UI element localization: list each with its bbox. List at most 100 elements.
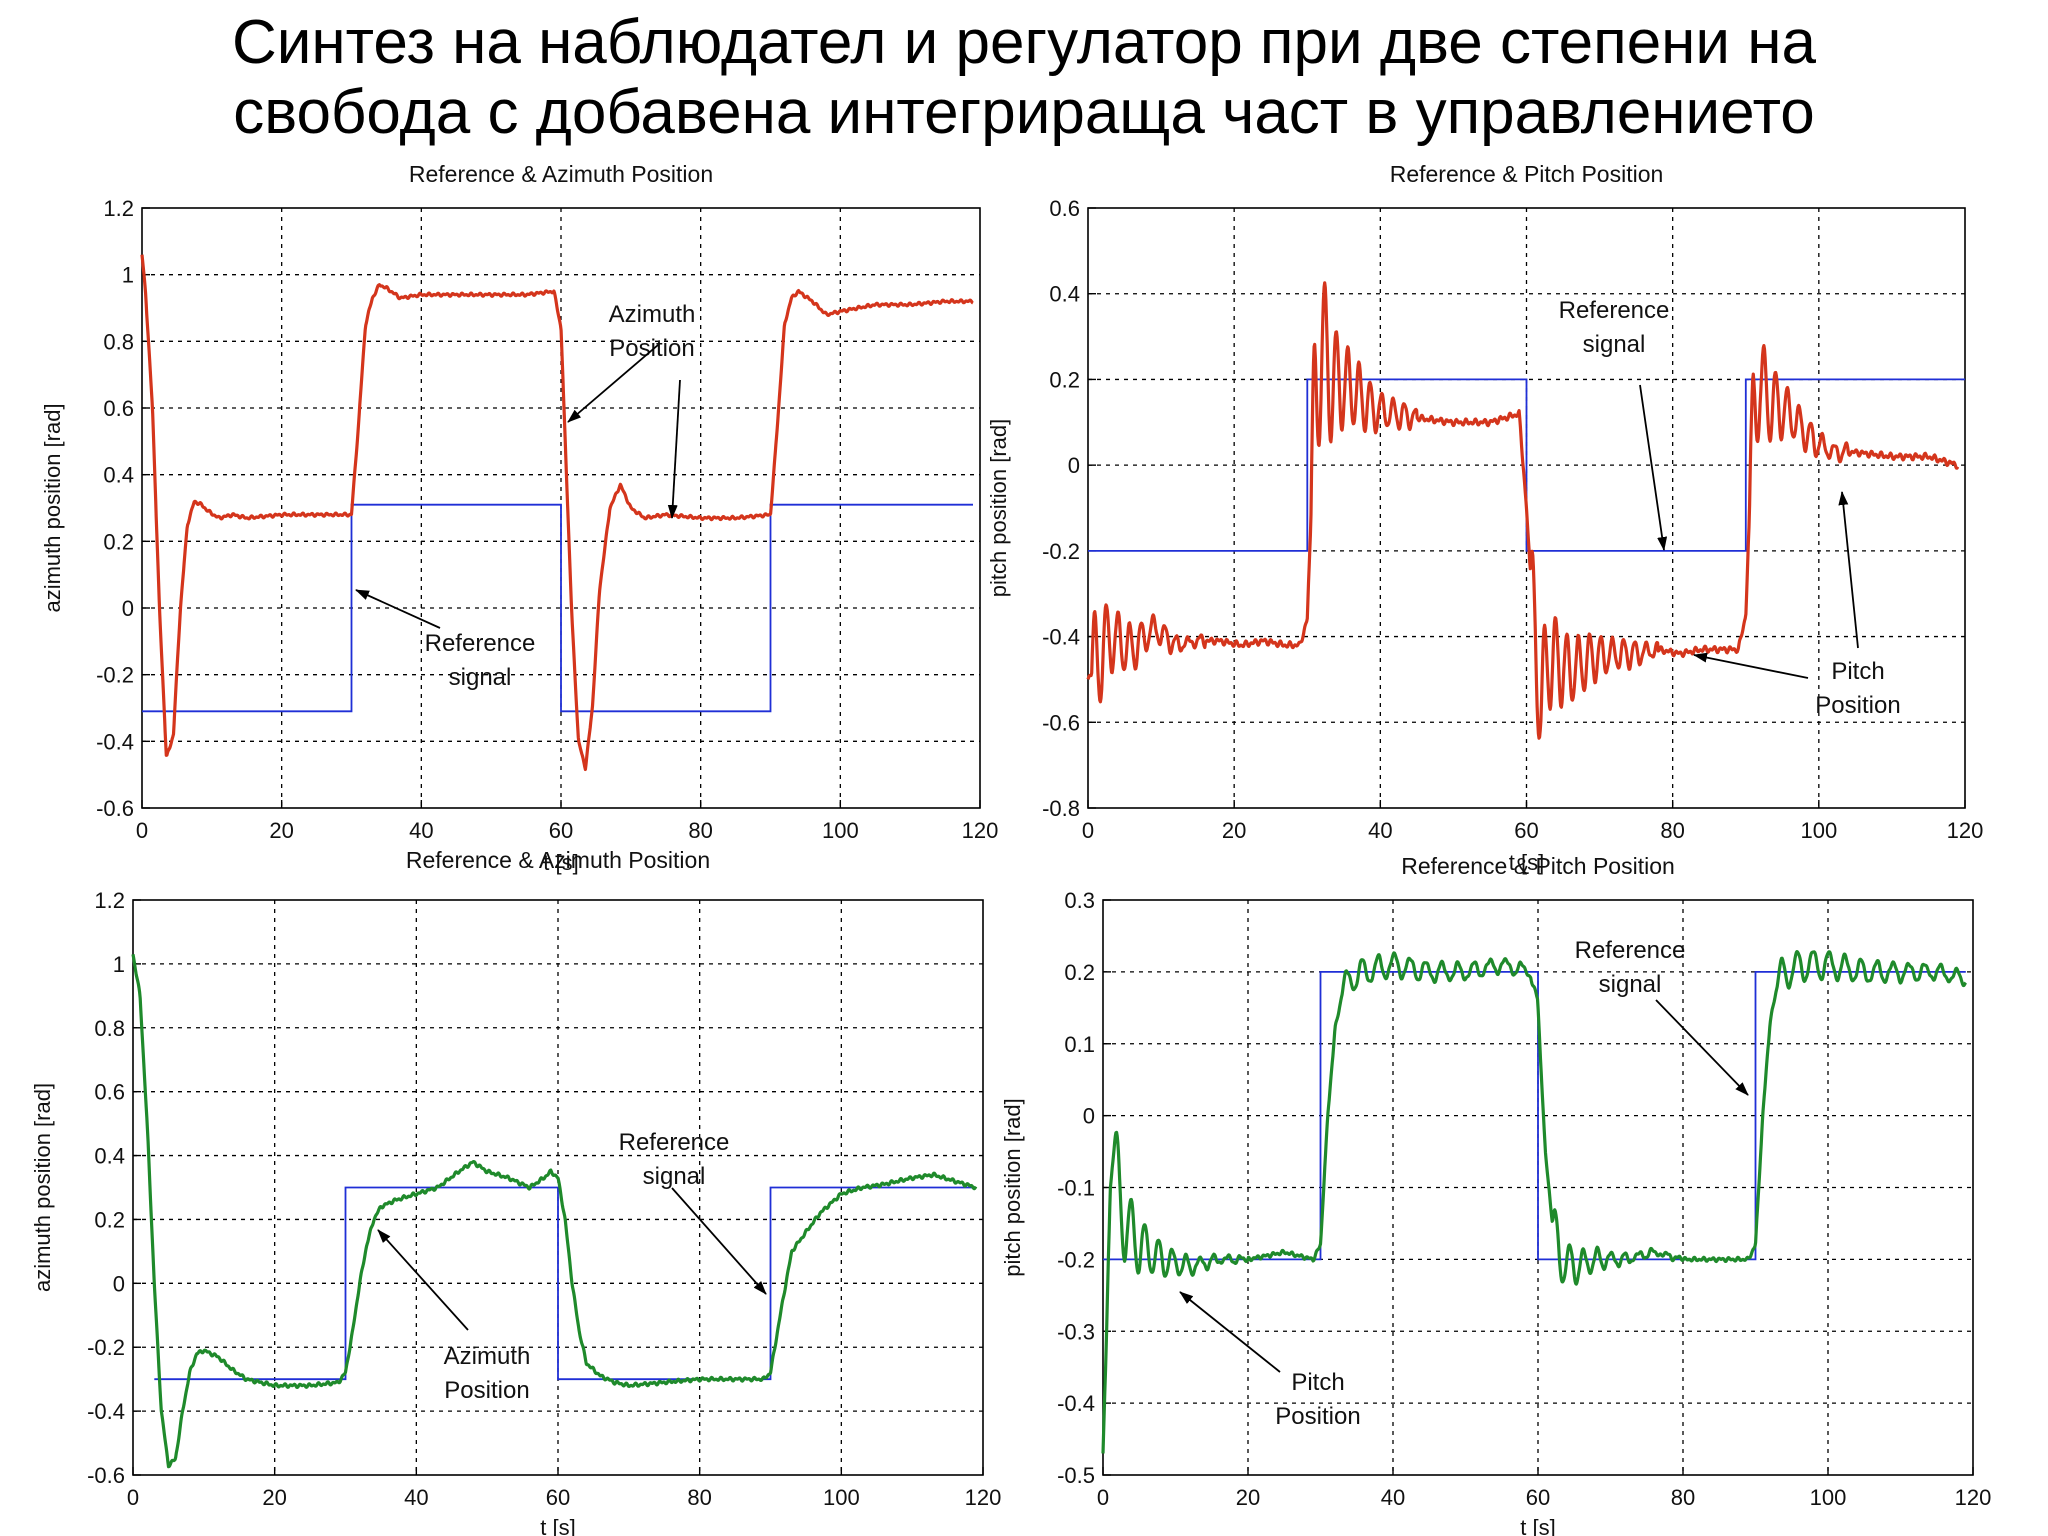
x-tick-label: 120: [962, 818, 999, 843]
chart-pitch_top: 0 20 40 60 80 100 120 -0.8 -0.6 -0.4 -0.2 0 0.2 0.4 0.…: [986, 161, 1983, 875]
y-tick-label: 1: [122, 263, 134, 288]
annotation-arrow: [667, 379, 681, 519]
plot-title: Reference & Azimuth Position: [406, 847, 710, 873]
y-tick-label: -0.4: [1057, 1391, 1095, 1416]
y-tick-label: -0.2: [96, 663, 134, 688]
annotation-arrow: [1639, 384, 1668, 551]
chart-az_top: 0 20 40 60 80 100 120 -0.6 -0.4 -0.2 0 0.2 0.4 0.6 0.8…: [40, 161, 998, 875]
y-tick-label: 0: [113, 1271, 125, 1296]
annotation-arrow: [1655, 999, 1749, 1096]
y-axis-label: azimuth position [rad]: [30, 1083, 55, 1292]
x-tick-label: 100: [822, 818, 859, 843]
annotation-arrow: [671, 1187, 767, 1295]
y-tick-label: 0.4: [103, 463, 134, 488]
annotation-label: Pitch: [1831, 658, 1884, 685]
annotation-label: Reference: [619, 1129, 730, 1156]
annotation-label: Reference: [425, 630, 536, 657]
x-tick-label: 60: [1526, 1485, 1550, 1510]
x-axis-label: t [s]: [1509, 850, 1544, 875]
x-tick-label: 0: [1097, 1485, 1109, 1510]
x-tick-label: 20: [269, 818, 293, 843]
chart-az_bottom: 0 20 40 60 80 100 120 -0.6 -0.4 -0.2 0 0.2 0.4 0.6 0.8…: [30, 847, 1001, 1536]
x-axis-label: t [s]: [543, 850, 578, 875]
slide-title-line-2: свобода с добавена интегрираща част в уп…: [233, 78, 1815, 147]
y-tick-label: 0.4: [1049, 282, 1080, 307]
y-tick-label: 1.2: [103, 196, 134, 221]
y-tick-label: 0: [1083, 1104, 1095, 1129]
y-tick-label: 0.4: [94, 1144, 125, 1169]
annotation-label: Azimuth: [444, 1343, 531, 1370]
x-tick-label: 80: [1671, 1485, 1695, 1510]
plot-title: Reference & Pitch Position: [1390, 161, 1664, 187]
annotation-label: Position: [609, 335, 694, 362]
x-tick-label: 20: [262, 1485, 286, 1510]
annotation-label: Position: [1815, 692, 1900, 719]
y-tick-label: -0.8: [1042, 796, 1080, 821]
x-axis-label: t [s]: [540, 1515, 575, 1536]
x-tick-label: 40: [409, 818, 433, 843]
y-tick-label: 0.8: [103, 329, 134, 354]
y-tick-label: 0.6: [94, 1080, 125, 1105]
response-series-line: [1086, 281, 1960, 740]
x-tick-label: 120: [1955, 1485, 1992, 1510]
y-tick-label: 0.1: [1064, 1032, 1095, 1057]
annotation-label: Azimuth: [609, 301, 696, 328]
y-tick-label: 0.8: [94, 1016, 125, 1041]
y-tick-label: -0.2: [1042, 539, 1080, 564]
reference-signal-line: [142, 503, 973, 713]
annotation-arrow: [1179, 1291, 1281, 1373]
x-tick-label: 100: [1800, 818, 1837, 843]
x-tick-label: 80: [687, 1485, 711, 1510]
y-tick-label: -0.6: [87, 1463, 125, 1488]
y-axis-label: azimuth position [rad]: [40, 403, 65, 612]
annotation-label: Pitch: [1291, 1369, 1344, 1396]
x-tick-label: 20: [1236, 1485, 1260, 1510]
x-tick-label: 60: [549, 818, 573, 843]
chart-pitch_bottom: 0 20 40 60 80 100 120 -0.5 -0.4 -0.3 -0.2 -0.1 0 0.1 0…: [1000, 853, 1991, 1536]
y-tick-label: -0.4: [1042, 625, 1080, 650]
y-tick-label: 0: [1068, 453, 1080, 478]
annotation-label: signal: [643, 1163, 706, 1190]
x-tick-label: 80: [1660, 818, 1684, 843]
y-tick-label: -0.5: [1057, 1463, 1095, 1488]
x-tick-label: 0: [127, 1485, 139, 1510]
slide-title-line-1: Синтез на наблюдател и регулатор при две…: [232, 8, 1816, 77]
x-tick-label: 120: [1947, 818, 1984, 843]
annotation-arrow: [1693, 652, 1809, 679]
y-tick-label: 1: [113, 952, 125, 977]
y-tick-label: -0.2: [1057, 1247, 1095, 1272]
x-tick-label: 60: [1514, 818, 1538, 843]
plot-title: Reference & Pitch Position: [1401, 853, 1675, 879]
response-series-line: [1101, 950, 1968, 1454]
y-tick-label: 0.2: [1064, 960, 1095, 985]
annotation-label: signal: [1583, 331, 1646, 358]
reference-signal-line: [1103, 971, 1966, 1261]
y-tick-label: 0.6: [1049, 196, 1080, 221]
y-tick-label: 0.2: [94, 1207, 125, 1232]
slide-title: Синтез на наблюдател и регулатор при две…: [0, 8, 2048, 148]
annotation-label: signal: [1599, 971, 1662, 998]
response-series-line: [140, 254, 974, 772]
y-axis-label: pitch position [rad]: [986, 419, 1011, 598]
y-tick-label: -0.6: [1042, 710, 1080, 735]
y-tick-label: -0.3: [1057, 1319, 1095, 1344]
annotation-label: Reference: [1559, 297, 1670, 324]
y-tick-label: -0.1: [1057, 1176, 1095, 1201]
reference-signal-line: [154, 1186, 976, 1381]
y-tick-label: -0.2: [87, 1335, 125, 1360]
annotation-arrow: [377, 1229, 469, 1331]
y-tick-label: 0.6: [103, 396, 134, 421]
y-tick-label: -0.6: [96, 796, 134, 821]
x-tick-label: 60: [546, 1485, 570, 1510]
plot-title: Reference & Azimuth Position: [409, 161, 713, 187]
y-tick-label: 0.3: [1064, 888, 1095, 913]
x-tick-label: 0: [136, 818, 148, 843]
annotation-arrow: [355, 589, 441, 629]
annotation-label: Position: [444, 1377, 529, 1404]
reference-signal-line: [1088, 378, 1965, 552]
response-series-line: [131, 954, 978, 1469]
x-tick-label: 20: [1222, 818, 1246, 843]
y-tick-label: 1.2: [94, 888, 125, 913]
y-tick-label: 0.2: [1049, 367, 1080, 392]
